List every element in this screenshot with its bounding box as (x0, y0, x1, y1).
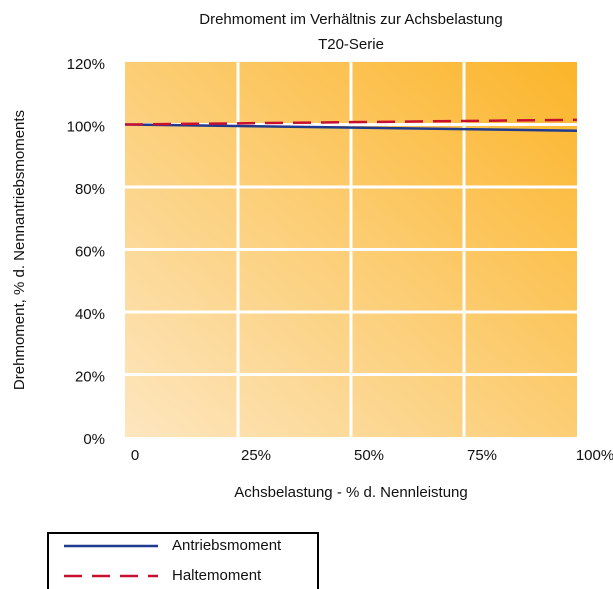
y-tick-label: 80% (75, 181, 105, 198)
chart-title: Drehmoment im Verhältnis zur Achsbelastu… (199, 11, 502, 28)
x-tick-label: 25% (241, 447, 271, 464)
y-tick-label: 60% (75, 243, 105, 260)
y-axis-label: Drehmoment, % d. Nennantriebsmoments (11, 110, 28, 390)
y-tick-label: 100% (67, 118, 105, 135)
series-line (124, 118, 578, 126)
y-tick-label: 0% (83, 431, 105, 448)
legend-label: Haltemoment (172, 567, 262, 584)
y-tick-label: 40% (75, 306, 105, 323)
y-tick-label: 120% (67, 56, 105, 73)
chart-subtitle: T20-Serie (318, 36, 384, 53)
series-line (124, 123, 578, 132)
x-tick-label: 0 (131, 447, 139, 464)
x-tick-label: 75% (467, 447, 497, 464)
x-tick-label: 100% (576, 447, 613, 464)
x-tick-label: 50% (354, 447, 384, 464)
y-tick-label: 20% (75, 368, 105, 385)
legend-box (47, 532, 319, 589)
x-axis-label: Achsbelastung - % d. Nennleistung (234, 484, 467, 501)
legend-label: Antriebsmoment (172, 537, 282, 554)
